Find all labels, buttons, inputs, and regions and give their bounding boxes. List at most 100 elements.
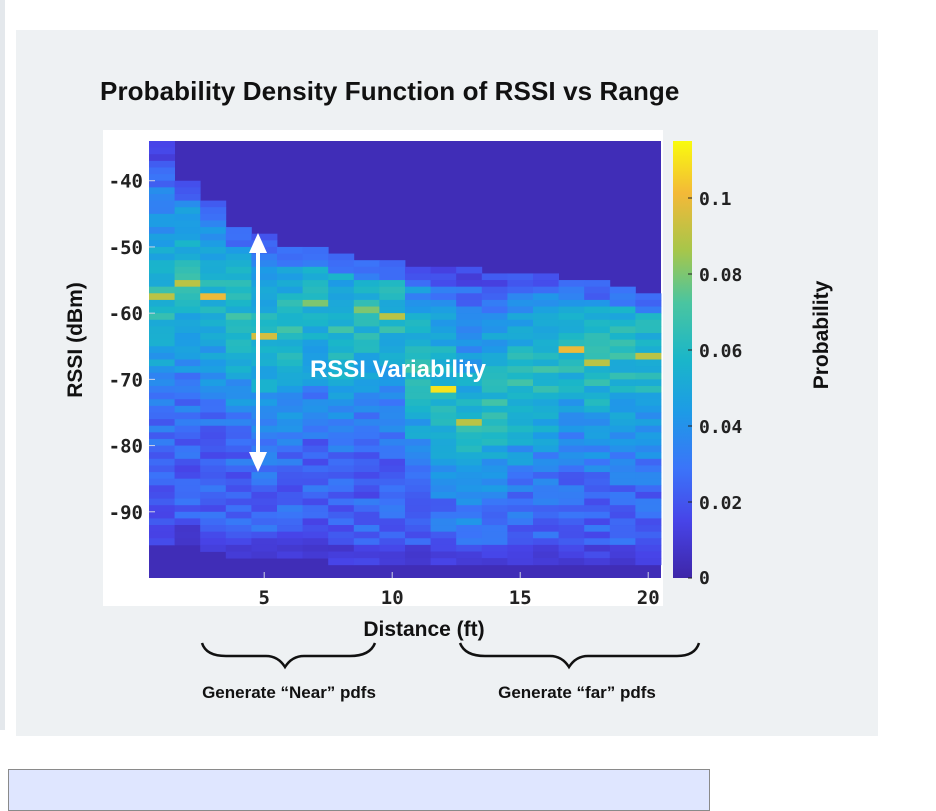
heatmap-cell [379, 472, 406, 480]
heatmap-cell [558, 366, 585, 374]
heatmap-cell [353, 366, 380, 374]
heatmap-cell [430, 280, 457, 288]
heatmap-cell [200, 505, 227, 513]
heatmap-cell [149, 425, 175, 433]
heatmap-cell [225, 412, 252, 420]
heatmap-cell [200, 346, 227, 354]
heatmap-cell [302, 458, 329, 466]
heatmap-cell [405, 531, 431, 539]
heatmap-cell [507, 544, 534, 552]
heatmap-cell [430, 518, 457, 526]
heatmap-cell [174, 207, 201, 215]
heatmap-cell [405, 511, 431, 519]
heatmap-cell [507, 346, 534, 354]
heatmap-cell [533, 366, 559, 374]
heatmap-cell [200, 511, 227, 519]
heatmap-cell [200, 538, 227, 546]
heatmap-cell [481, 531, 508, 539]
heatmap-cell [200, 458, 227, 466]
heatmap-cell [481, 346, 508, 354]
heatmap-cell [302, 379, 329, 387]
heatmap-cell [558, 445, 585, 453]
heatmap-cell [481, 498, 508, 506]
heatmap-cell [251, 253, 278, 261]
heatmap-cell [481, 551, 508, 559]
heatmap-cell [456, 346, 483, 354]
heatmap-cell [225, 352, 252, 360]
heatmap-cell [430, 293, 457, 301]
heatmap-cell [353, 280, 380, 288]
heatmap-cell [507, 372, 534, 380]
heatmap-cell [430, 366, 457, 374]
heatmap-cell [609, 359, 636, 367]
heatmap-cell [251, 260, 278, 268]
heatmap-cell [481, 472, 508, 480]
heatmap-cell [353, 405, 380, 413]
heatmap-cell [609, 333, 636, 341]
heatmap-cell [405, 293, 431, 301]
heatmap-cell [609, 352, 636, 360]
heatmap-cell [353, 551, 380, 559]
heatmap-cell [200, 531, 227, 539]
heatmap-cell [225, 551, 252, 559]
heatmap-cell [609, 531, 636, 539]
heatmap-cell [174, 472, 201, 480]
heatmap-cell [302, 419, 329, 427]
heatmap-cell [584, 412, 611, 420]
heatmap-cell [277, 419, 303, 427]
colorbar-tick-label: 0.1 [699, 189, 732, 210]
heatmap-cell [277, 326, 303, 334]
heatmap-cell [558, 518, 585, 526]
heatmap-cell [405, 419, 431, 427]
heatmap-cell [635, 518, 662, 526]
heatmap-cell [481, 485, 508, 493]
heatmap-cell [225, 286, 252, 294]
heatmap-cell [251, 491, 278, 499]
heatmap-cell [609, 339, 636, 347]
heatmap-cell [533, 293, 559, 301]
heatmap-cell [405, 544, 431, 552]
heatmap-cell [277, 525, 303, 533]
heatmap-cell [609, 372, 636, 380]
heatmap-cell [533, 319, 559, 327]
heatmap-cell [225, 385, 252, 393]
heatmap-cell [609, 379, 636, 387]
heatmap-cell [584, 326, 611, 334]
heatmap-cell [558, 280, 585, 288]
heatmap-cell [430, 438, 457, 446]
heatmap-cell [558, 392, 585, 400]
heatmap-cell [302, 273, 329, 281]
heatmap-cell [507, 299, 534, 307]
heatmap-cell [302, 392, 329, 400]
heatmap-cell [481, 505, 508, 513]
heatmap-cell [584, 352, 611, 360]
heatmap-cell [149, 465, 175, 473]
heatmap-cell [149, 240, 175, 248]
heatmap-cell [277, 399, 303, 407]
heatmap-cell [225, 438, 252, 446]
heatmap-cell [456, 445, 483, 453]
heatmap-cell [328, 339, 355, 347]
heatmap-cell [353, 379, 380, 387]
heatmap-cell [200, 491, 227, 499]
heatmap-cell [456, 491, 483, 499]
heatmap-cell [533, 359, 559, 367]
heatmap-cell [225, 525, 252, 533]
heatmap-cell [200, 525, 227, 533]
heatmap-cell [174, 187, 201, 195]
heatmap-cell [558, 505, 585, 513]
heatmap-cell [456, 498, 483, 506]
heatmap-cell [251, 333, 278, 341]
heatmap-cell [584, 379, 611, 387]
heatmap-cell [251, 299, 278, 307]
heatmap-cell [635, 405, 662, 413]
heatmap-cell [558, 405, 585, 413]
heatmap-cell [149, 432, 175, 440]
heatmap-cell [328, 518, 355, 526]
heatmap-cell [558, 326, 585, 334]
heatmap-cell [328, 366, 355, 374]
heatmap-cell [277, 372, 303, 380]
heatmap-cell [149, 412, 175, 420]
heatmap-cell [225, 280, 252, 288]
heatmap-cell [251, 306, 278, 314]
